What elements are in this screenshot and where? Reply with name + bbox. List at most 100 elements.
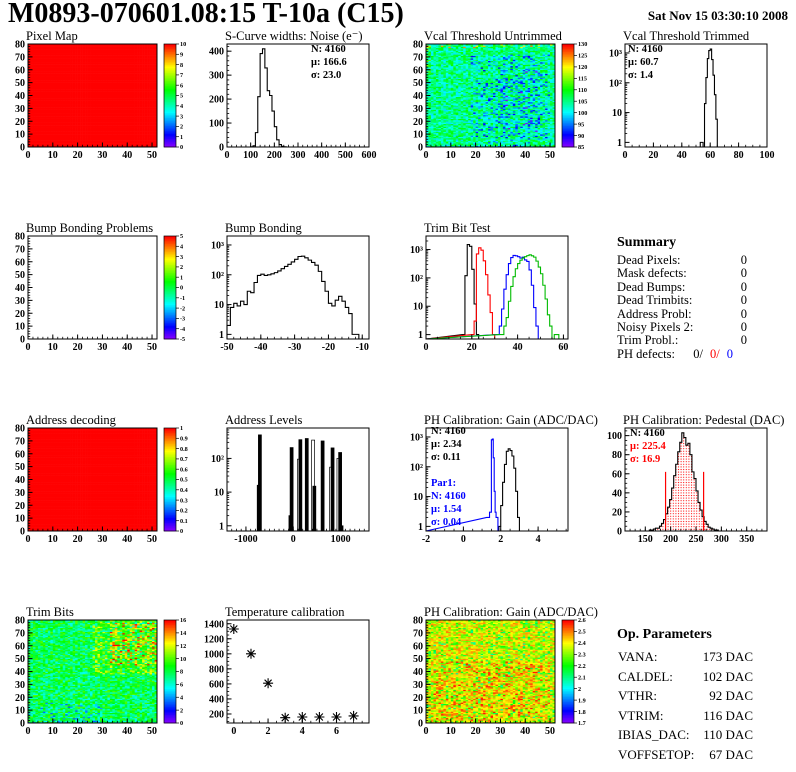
param-label: Mask defects: [617,266,687,281]
svg-text:0.2: 0.2 [180,508,188,515]
svg-text:80: 80 [734,150,744,161]
svg-text:20: 20 [467,342,477,353]
svg-text:80: 80 [413,616,423,627]
param-value: 67 DAC [709,746,753,762]
svg-text:1: 1 [219,330,224,341]
svg-text:200: 200 [209,709,224,720]
svg-text:20: 20 [612,507,622,518]
svg-text:0: 0 [20,527,25,538]
chart-title: Address decoding [26,413,116,427]
svg-text:1: 1 [180,134,183,141]
svg-text:σ: 16.9: σ: 16.9 [630,454,660,465]
param-label: Noisy Pixels 2: [617,320,694,335]
svg-text:300: 300 [291,150,306,161]
param-label: VANA: [618,649,658,664]
svg-text:40: 40 [15,283,25,294]
svg-text:0: 0 [180,144,183,151]
svg-text:20: 20 [15,693,25,704]
svg-text:4: 4 [180,694,183,701]
svg-text:60: 60 [15,257,25,268]
svg-text:30: 30 [15,104,25,115]
temperature-calibration-plot: 0 2 4 6 200 400 600 800 1000 1200 1400 [199,606,398,772]
param-value: 0 [740,320,747,335]
svg-text:14: 14 [180,630,186,637]
svg-text:σ: 23.0: σ: 23.0 [311,70,341,81]
svg-text:600: 600 [362,150,377,161]
svg-text:70: 70 [15,436,25,447]
svg-text:80: 80 [413,40,423,51]
svg-text:80: 80 [612,450,622,461]
svg-text:40: 40 [15,475,25,486]
svg-text:0.9: 0.9 [180,436,188,443]
svg-text:N: 4160: N: 4160 [630,428,665,439]
svg-text:6: 6 [334,726,339,737]
svg-text:50: 50 [15,270,25,281]
chart-title: Bump Bonding [225,221,302,235]
svg-text:70: 70 [15,52,25,63]
svg-text:60: 60 [413,65,423,76]
svg-text:2.6: 2.6 [578,617,586,624]
svg-text:16: 16 [180,617,186,624]
trim-bits-plot: 0 10 20 30 40 50 0 10 20 30 40 50 60 70 80 0 2 4 6 8 10 12 14 1… [0,606,199,772]
chart-cell-address-levels: Address Levels -1000 0 1000 1 10 10² [199,414,398,606]
svg-text:9: 9 [180,52,183,59]
svg-text:10: 10 [446,150,456,161]
svg-text:10: 10 [180,41,186,48]
svg-text:1: 1 [219,521,224,532]
param-value: 0/ [710,346,720,361]
ph-gain-map-plot: 0 10 20 30 40 50 0 10 20 30 40 50 60 70 80 1.7 1.8 1.9 2 2.… [398,606,597,772]
op-parameters-panel: Op. Parameters VANA: 173 DAC CALDEL: 102 DA… [597,606,796,772]
param-value: 0 [726,346,733,361]
svg-text:0: 0 [424,342,429,353]
svg-text:0: 0 [20,719,25,730]
svg-text:10: 10 [214,488,224,499]
param-label: IBIAS_DAC: [618,727,690,742]
svg-text:0: 0 [26,726,31,737]
svg-text:-50: -50 [220,342,233,353]
param-value: 0 [740,279,747,294]
param-values: 0/0/0 [693,346,733,361]
param-value: 110 DAC [703,727,753,742]
svg-text:400: 400 [314,150,329,161]
heatmap-canvas [28,620,157,723]
svg-text:μ: 2.34: μ: 2.34 [431,439,462,450]
svg-text:0: 0 [617,527,622,538]
svg-text:2.2: 2.2 [578,663,586,670]
svg-text:3: 3 [180,113,183,120]
param-row: Address Probl: 0 [617,307,747,321]
svg-text:30: 30 [413,680,423,691]
param-label: VTHR: [618,688,657,703]
svg-text:-1000: -1000 [234,534,257,545]
svg-text:0: 0 [180,720,183,727]
svg-text:10: 10 [413,302,423,313]
svg-text:0: 0 [20,143,25,154]
svg-text:σ: 0.11: σ: 0.11 [431,452,461,463]
heatmap-canvas [28,44,157,147]
svg-text:80: 80 [15,616,25,627]
svg-text:0: 0 [26,534,31,545]
svg-text:8: 8 [180,62,183,69]
svg-text:250: 250 [689,534,704,545]
svg-text:40: 40 [677,150,687,161]
svg-text:10²: 10² [211,454,224,465]
svg-text:70: 70 [15,244,25,255]
svg-text:40: 40 [122,342,132,353]
svg-text:4: 4 [180,103,183,110]
svg-text:30: 30 [97,726,107,737]
summary-panel: Summary Dead Pixels: 0 Mask defects: 0 Dead … [597,222,796,414]
chart-title: Vcal Threshold Trimmed [623,29,750,43]
svg-text:60: 60 [558,342,568,353]
svg-text:30: 30 [413,104,423,115]
svg-text:20: 20 [413,117,423,128]
svg-text:40: 40 [520,150,530,161]
svg-text:4: 4 [536,534,541,545]
svg-text:1000: 1000 [331,534,351,545]
svg-text:10²: 10² [410,273,423,284]
svg-text:40: 40 [15,91,25,102]
svg-text:20: 20 [73,150,83,161]
svg-text:30: 30 [15,296,25,307]
svg-text:30: 30 [15,488,25,499]
svg-text:1: 1 [617,138,622,149]
svg-text:100: 100 [607,431,622,442]
svg-text:70: 70 [413,628,423,639]
